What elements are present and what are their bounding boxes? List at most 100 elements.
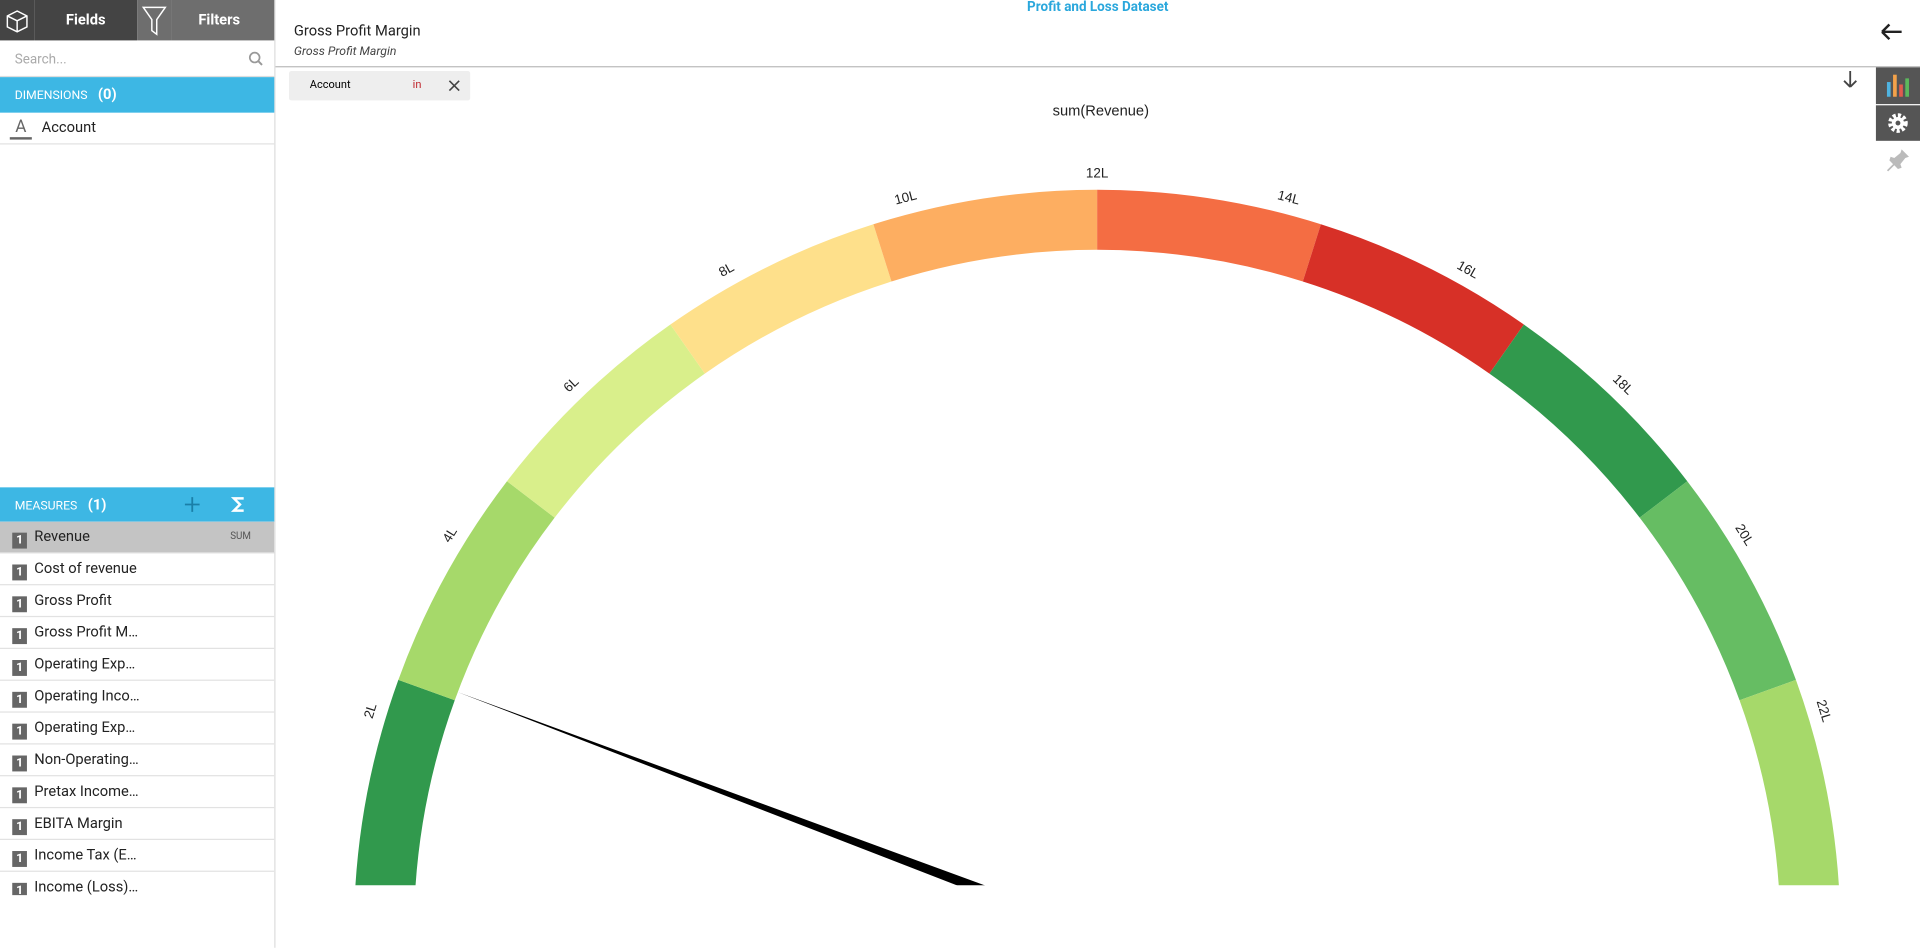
tick-label: 10L (893, 187, 919, 207)
dimension-icon: A (9, 118, 32, 140)
measure-icon: 1 (12, 564, 27, 581)
measure-name: EBITA Margin (34, 814, 123, 832)
gear-icon (1888, 113, 1908, 133)
measures-label: MEASURES (14, 499, 78, 514)
bar-chart-icon (1886, 74, 1909, 97)
measure-item[interactable]: 1 Operating Exp… (0, 649, 275, 681)
filter-icon[interactable] (137, 0, 172, 41)
tick-label: 22L (1814, 698, 1835, 724)
chart-title: sum(Revenue) (1053, 103, 1149, 119)
measure-item[interactable]: 1 Pretax Income… (0, 776, 275, 809)
tick-label: 14L (1276, 187, 1302, 207)
chart-type-button[interactable] (1875, 67, 1920, 105)
gauge-band (1302, 224, 1524, 374)
logo-icon (6, 10, 28, 33)
measure-item[interactable]: 1 Revenue SUM (0, 521, 275, 554)
gauge-band (1639, 481, 1796, 701)
tick-label: 8L (716, 259, 737, 280)
measure-icon: 1 (12, 628, 27, 645)
measure-name: Operating Exp… (34, 655, 136, 673)
gauge-band (1739, 679, 1839, 886)
gauge-band (506, 324, 705, 518)
measure-name: Non-Operating… (34, 750, 139, 768)
gauge-chart: sum(Revenue) 2L4L6L8L10L12L14L16L18L20L2… (355, 103, 1839, 886)
fields-tab[interactable]: Fields (34, 0, 138, 41)
dimensions-header: DIMENSIONS (0) (0, 77, 275, 113)
search-box[interactable]: Search... (0, 40, 275, 78)
measures-header: MEASURES (1) (0, 487, 275, 522)
filters-tab[interactable]: Filters (171, 0, 275, 41)
measure-item[interactable]: 1 EBITA Margin (0, 808, 275, 841)
tick-label: 12L (1086, 165, 1109, 180)
measure-name: Cost of revenue (34, 559, 137, 577)
measure-item[interactable]: 1 Income Tax (E… (0, 840, 275, 872)
gauge-band (398, 481, 555, 701)
measure-item[interactable]: 1 Non-Operating… (0, 744, 275, 777)
measure-name: Pretax Income… (34, 782, 139, 800)
measure-icon: 1 (12, 596, 27, 613)
measure-icon: 1 (12, 882, 27, 896)
tick-label: 4L (439, 524, 460, 545)
measures-list: 1 Revenue SUM 1 Cost of revenue 1 Gross Profit… (0, 521, 275, 896)
measure-icon: 1 (12, 691, 27, 708)
pin-button[interactable] (1876, 143, 1920, 177)
gauge: 2L 4L 6L 8L 10L 12L 14L 16L 18L 20L 22L (355, 165, 1839, 886)
tick-label: 18L (1610, 371, 1637, 398)
measure-name: Income Tax (E… (34, 846, 137, 864)
measure-item[interactable]: 1 Income (Loss)… (0, 872, 274, 896)
funnel (141, 6, 167, 36)
logo[interactable] (0, 0, 35, 41)
back-arrow[interactable] (1880, 22, 1904, 42)
measure-name: Income (Loss)… (34, 877, 139, 896)
gauge-band (873, 189, 1098, 282)
sigma-icon[interactable] (230, 496, 247, 513)
gauge-band (670, 224, 892, 374)
measure-icon: 1 (12, 660, 27, 676)
filter-field: Account (309, 79, 351, 92)
measure-name: Operating Exp… (34, 718, 136, 736)
measure-icon: 1 (12, 723, 27, 740)
dimensions-label: DIMENSIONS (14, 89, 88, 103)
measure-icon: 1 (12, 819, 27, 836)
aggregation: SUM (230, 530, 251, 542)
chart-name: Gross Profit Margin (293, 22, 421, 40)
remove-filter[interactable] (448, 80, 460, 92)
settings-button[interactable] (1875, 105, 1920, 141)
gauge-band (355, 679, 455, 886)
sidebar: Fields Filters Search... DIMENSIONS (0) … (0, 0, 276, 948)
measure-item[interactable]: 1 Gross Profit (0, 585, 275, 618)
dimensions-count: (0) (97, 85, 117, 103)
search-icon (248, 51, 263, 66)
chart-subtitle: Gross Profit Margin (293, 45, 397, 59)
measure-item[interactable]: 1 Cost of revenue (0, 553, 275, 586)
measure-item[interactable]: 1 Operating Inco… (0, 681, 275, 713)
tick-label: 20L (1732, 521, 1757, 548)
tick-label: 16L (1455, 258, 1482, 282)
measures-count: (1) (87, 495, 107, 514)
needle (457, 692, 985, 886)
measure-name: Revenue (34, 527, 90, 545)
add-measure-icon[interactable] (184, 496, 201, 513)
divider (275, 66, 1920, 68)
dimension-name: Account (41, 118, 97, 136)
measure-icon: 1 (12, 532, 27, 549)
measure-item[interactable]: 1 Operating Exp… (0, 713, 275, 745)
dimension-item[interactable]: A Account (0, 113, 275, 145)
tick-label: 6L (560, 373, 582, 395)
gauge-band (1097, 189, 1321, 282)
measure-icon: 1 (12, 787, 27, 804)
main-panel: Profit and Loss Dataset Gross Profit Mar… (275, 0, 1920, 948)
filter-operator: in (412, 79, 422, 92)
measure-name: Operating Inco… (34, 686, 140, 705)
tick-label: 2L (361, 701, 380, 720)
measure-name: Gross Profit M… (34, 623, 139, 641)
measure-icon: 1 (12, 755, 27, 772)
dataset-name: Profit and Loss Dataset (1027, 0, 1169, 15)
search-placeholder: Search... (14, 51, 67, 68)
measure-name: Gross Profit (34, 591, 112, 609)
filter-chip[interactable]: Account in (288, 71, 471, 101)
measure-item[interactable]: 1 Gross Profit M… (0, 617, 275, 649)
gauge-band (1489, 324, 1688, 518)
download-arrow[interactable] (1840, 70, 1860, 90)
